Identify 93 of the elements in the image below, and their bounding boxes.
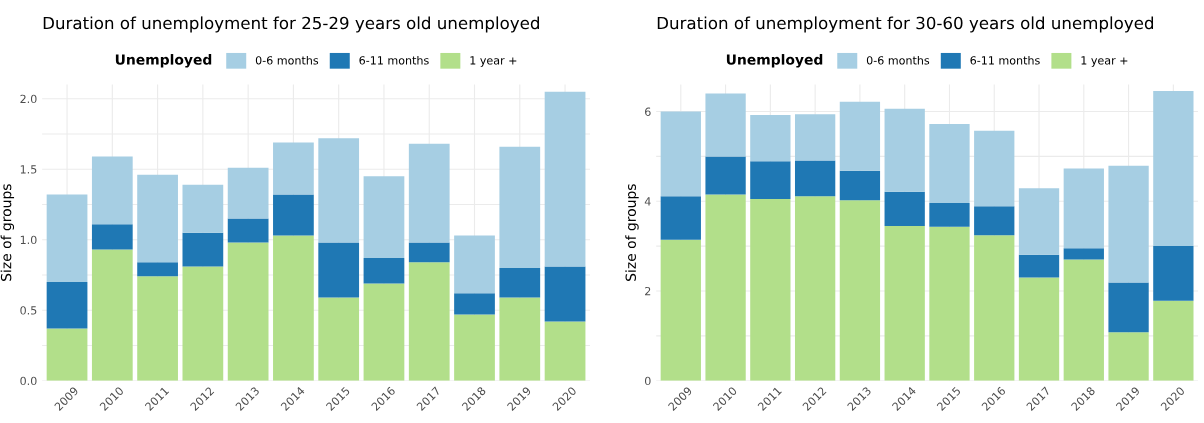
bar [705,194,746,381]
bar [839,170,881,201]
text: 0.0 [20,376,37,386]
bar [794,196,836,381]
bar [408,242,450,263]
bar [1063,168,1104,249]
bar [273,235,314,381]
bar [1108,165,1149,283]
bar [750,115,791,162]
bar [544,266,586,322]
bar [660,111,701,197]
bar [544,321,586,381]
bar [750,161,791,199]
y-tick-label: 2 [645,286,651,296]
bar [137,262,178,277]
bar [318,297,360,381]
y-tick-label: 0.5 [20,306,37,315]
bar [499,146,541,268]
y-tick-label: 0 [644,376,651,386]
bar [318,138,360,243]
bar [46,328,88,381]
bar [1153,300,1194,381]
bar [705,156,746,195]
bar [705,93,746,157]
legend-label: 0-6 months [255,55,319,65]
bar [1063,259,1104,381]
bar [884,108,925,192]
bar [363,258,405,284]
y-axis-title: Size of groups [625,184,639,281]
bar [273,142,314,195]
legend-title: Unemployed [726,54,823,68]
bar [91,224,133,250]
y-tick-label: 4 [644,197,651,206]
bar [499,297,541,381]
legend-title: Unemployed [115,54,212,68]
bar [544,91,586,267]
legend-label: 1 year + [470,56,517,67]
bar [974,130,1015,207]
bar [273,194,314,236]
bar [182,266,224,381]
bar [227,218,269,243]
legend-label: 0-6 months [866,55,930,65]
bar [929,124,970,204]
bar [1018,188,1060,255]
bar [454,314,495,381]
bar [227,242,269,381]
bar [1108,332,1149,381]
bar [46,282,88,329]
bar [974,206,1015,236]
bar [1153,90,1194,247]
bar [839,101,881,171]
chart-title: Duration of unemployment for 25-29 years old unemployed [43,16,539,33]
bar [884,225,925,381]
chart-title: Duration of unemployment for 30-60 years old unemployed [657,16,1154,33]
bar [839,200,881,381]
bar [46,194,88,282]
bar [182,184,224,233]
bar [794,114,836,161]
bar [929,226,970,381]
bar [660,196,701,240]
bar [929,203,970,227]
bar [227,167,269,219]
bar [91,156,133,225]
bar [884,191,925,226]
bar [499,267,541,298]
bar [794,160,836,197]
legend-label: 1 year + [1081,56,1128,67]
bar [750,199,791,381]
y-axis-title: Size of groups [0,184,15,281]
bar [363,176,405,259]
legend-label: 6-11 months [359,55,429,65]
y-tick-label: 6 [645,107,651,116]
bar [137,174,178,263]
bar [1018,277,1060,381]
bar [1153,246,1194,301]
legend-label: 6-11 months [970,55,1040,65]
bar [454,293,495,315]
bar [408,262,450,381]
bar [363,283,405,381]
bar [318,242,360,298]
bar [454,235,495,294]
y-tick-label: 1.5 [20,165,37,174]
bar [1018,254,1060,278]
y-tick-label: 2.0 [20,94,37,104]
bar [1063,248,1104,260]
bar [1108,282,1149,333]
bar [974,235,1015,381]
bar [408,143,450,243]
bar [660,239,701,381]
bar [137,276,178,381]
y-tick-label: 1.0 [20,235,37,245]
bar [91,249,133,381]
bar [182,232,224,267]
